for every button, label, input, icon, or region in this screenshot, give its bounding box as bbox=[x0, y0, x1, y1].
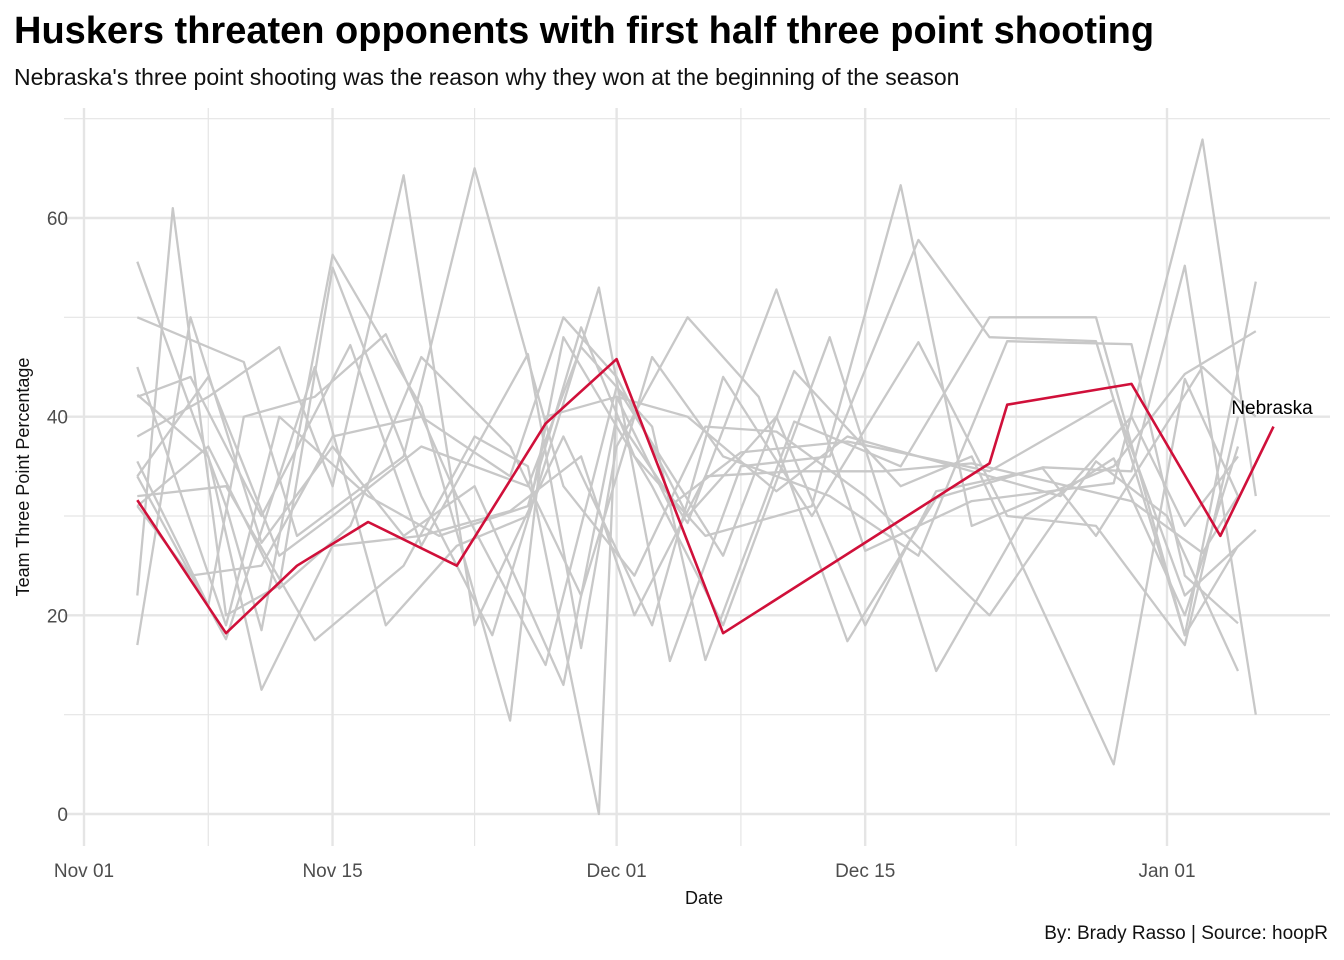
team-series-line bbox=[136, 393, 1239, 691]
y-tick-label: 20 bbox=[47, 606, 68, 627]
team-series-line bbox=[136, 206, 1257, 663]
team-series-line bbox=[136, 333, 1240, 766]
nebraska-series-line bbox=[136, 357, 1275, 635]
team-series-line bbox=[137, 395, 1239, 816]
x-tick-label: Dec 15 bbox=[835, 861, 895, 882]
y-tick-label: 0 bbox=[57, 805, 68, 826]
team-series-line bbox=[136, 316, 1257, 627]
x-tick-label: Nov 15 bbox=[302, 861, 362, 882]
nebraska-series-group: Nebraska bbox=[136, 357, 1313, 635]
y-axis-label: Team Three Point Percentage bbox=[13, 358, 33, 597]
team-series-line bbox=[136, 316, 1239, 662]
x-tick-label: Dec 01 bbox=[587, 861, 647, 882]
x-tick-label: Nov 01 bbox=[54, 861, 114, 882]
team-series-line bbox=[136, 174, 1240, 647]
team-series-line bbox=[136, 340, 1239, 625]
source-caption: By: Brady Rasso | Source: hoopR bbox=[1044, 923, 1328, 944]
other-teams-series bbox=[136, 138, 1257, 816]
chart-subtitle: Nebraska's three point shooting was the … bbox=[14, 64, 960, 90]
y-tick-label: 40 bbox=[47, 408, 68, 429]
x-axis-label: Date bbox=[685, 888, 723, 908]
axes: 0 20 40 60 Nov 01 Nov 15 Dec 01 Dec 15 Jan 01 bbox=[47, 209, 1196, 882]
team-series-line bbox=[136, 336, 1240, 673]
nebraska-series-label: Nebraska bbox=[1231, 398, 1313, 419]
chart-title: Huskers threaten opponents with first ha… bbox=[14, 10, 1155, 52]
x-tick-label: Jan 01 bbox=[1138, 861, 1195, 882]
y-tick-label: 60 bbox=[47, 209, 68, 230]
